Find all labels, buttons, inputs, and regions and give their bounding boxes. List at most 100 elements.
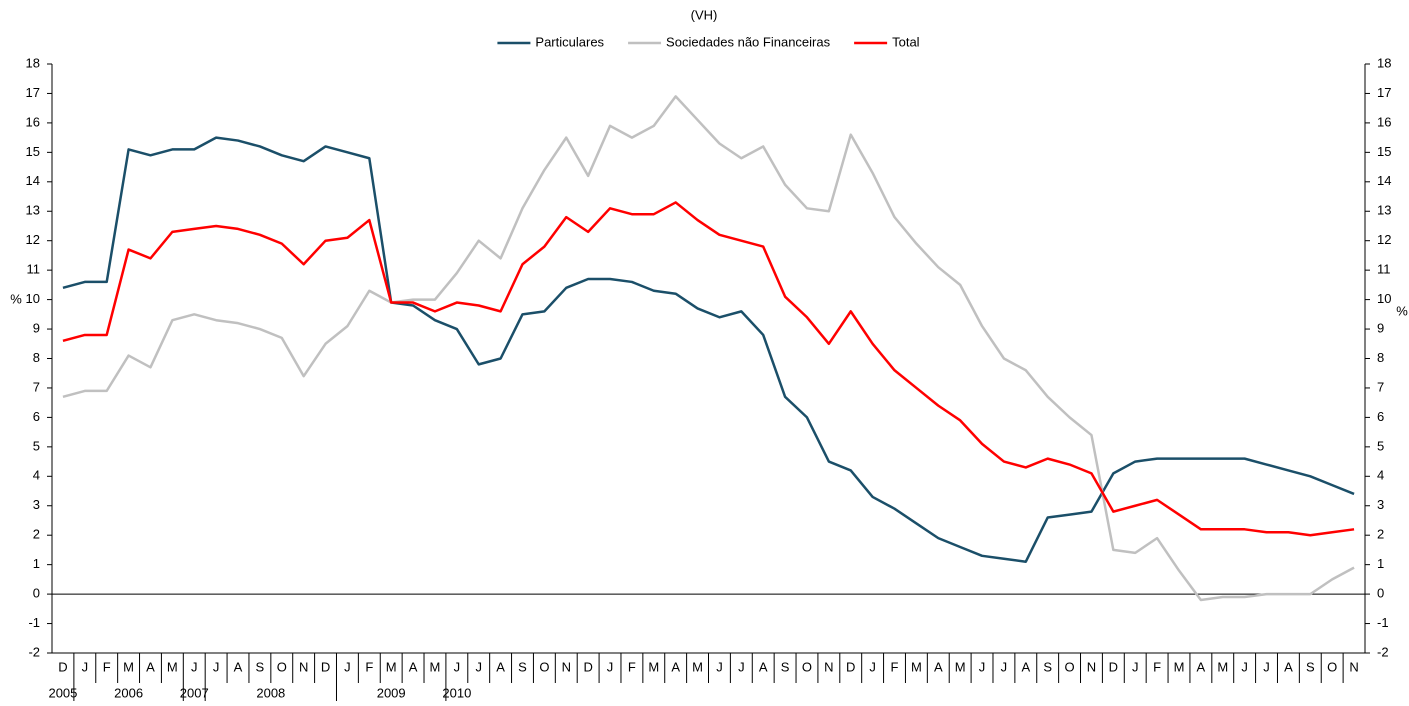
y2-tick-label: 7 <box>1377 379 1384 394</box>
year-label: 2009 <box>377 685 406 700</box>
x-tick-label: N <box>1349 659 1358 674</box>
x-tick-label: S <box>1306 659 1315 674</box>
x-tick-label: M <box>911 659 922 674</box>
x-tick-label: O <box>802 659 812 674</box>
x-tick-label: M <box>955 659 966 674</box>
y2-tick-label: 1 <box>1377 556 1384 571</box>
x-tick-label: N <box>299 659 308 674</box>
x-tick-label: J <box>738 659 745 674</box>
x-tick-label: S <box>781 659 790 674</box>
x-tick-label: M <box>430 659 441 674</box>
x-tick-label: J <box>607 659 614 674</box>
x-tick-label: D <box>58 659 67 674</box>
y-tick-label: 15 <box>26 144 40 159</box>
y2-tick-label: 8 <box>1377 350 1384 365</box>
y-tick-label: -1 <box>28 615 40 630</box>
x-tick-label: A <box>234 659 243 674</box>
series-line <box>62 95 1355 602</box>
x-tick-label: J <box>344 659 351 674</box>
x-tick-label: D <box>321 659 330 674</box>
y2-tick-label: 15 <box>1377 144 1391 159</box>
y-tick-label: 4 <box>33 468 40 483</box>
x-tick-label: J <box>191 659 198 674</box>
x-tick-label: M <box>167 659 178 674</box>
x-tick-label: J <box>979 659 986 674</box>
x-tick-label: D <box>846 659 855 674</box>
x-tick-label: A <box>1021 659 1030 674</box>
y2-tick-label: 6 <box>1377 409 1384 424</box>
x-tick-label: F <box>628 659 636 674</box>
year-label: 2010 <box>442 685 471 700</box>
y-tick-label: 2 <box>33 527 40 542</box>
series-line <box>62 136 1355 563</box>
y-axis-label: % <box>10 291 22 306</box>
y2-tick-label: 5 <box>1377 438 1384 453</box>
x-tick-label: S <box>256 659 265 674</box>
x-tick-label: S <box>518 659 527 674</box>
x-tick-label: J <box>1001 659 1008 674</box>
y2-tick-label: 0 <box>1377 586 1384 601</box>
y-tick-label: 14 <box>26 173 40 188</box>
x-tick-label: J <box>213 659 220 674</box>
y2-tick-label: 14 <box>1377 173 1391 188</box>
series-line <box>62 201 1355 537</box>
x-tick-label: F <box>365 659 373 674</box>
y2-tick-label: 2 <box>1377 527 1384 542</box>
y-tick-label: 13 <box>26 203 40 218</box>
y-tick-label: 18 <box>26 55 40 70</box>
x-tick-label: J <box>82 659 89 674</box>
y2-axis-label: % <box>1396 303 1408 318</box>
year-label: 2008 <box>256 685 285 700</box>
x-tick-label: D <box>583 659 592 674</box>
y2-tick-label: 11 <box>1377 262 1391 277</box>
x-tick-label: A <box>934 659 943 674</box>
x-tick-label: M <box>123 659 134 674</box>
x-tick-label: A <box>759 659 768 674</box>
y-tick-label: -2 <box>28 644 40 659</box>
y-tick-label: 6 <box>33 409 40 424</box>
y2-tick-label: 18 <box>1377 55 1391 70</box>
y2-tick-label: 3 <box>1377 497 1384 512</box>
y2-tick-label: 4 <box>1377 468 1384 483</box>
x-tick-label: S <box>1043 659 1052 674</box>
y-tick-label: 8 <box>33 350 40 365</box>
y-tick-label: 17 <box>26 85 40 100</box>
y2-tick-label: 17 <box>1377 85 1391 100</box>
legend-label: Sociedades não Financeiras <box>666 34 831 49</box>
x-tick-label: J <box>1263 659 1270 674</box>
x-tick-label: M <box>1174 659 1185 674</box>
x-tick-label: J <box>454 659 461 674</box>
y-tick-label: 9 <box>33 320 40 335</box>
x-tick-label: M <box>1217 659 1228 674</box>
x-tick-label: A <box>671 659 680 674</box>
x-tick-label: J <box>1132 659 1139 674</box>
y-tick-label: 16 <box>26 114 40 129</box>
y-tick-label: 7 <box>33 379 40 394</box>
x-tick-label: A <box>409 659 418 674</box>
x-tick-label: N <box>1087 659 1096 674</box>
y2-tick-label: -1 <box>1377 615 1389 630</box>
x-tick-label: A <box>146 659 155 674</box>
y2-tick-label: 12 <box>1377 232 1391 247</box>
x-tick-label: O <box>277 659 287 674</box>
x-tick-label: N <box>824 659 833 674</box>
y2-tick-label: 13 <box>1377 203 1391 218</box>
x-tick-label: A <box>1284 659 1293 674</box>
y-tick-label: 0 <box>33 586 40 601</box>
y-tick-label: 11 <box>27 262 41 277</box>
y2-tick-label: 9 <box>1377 320 1384 335</box>
y2-tick-label: 10 <box>1377 291 1391 306</box>
legend-label: Particulares <box>535 34 604 49</box>
x-tick-label: M <box>648 659 659 674</box>
x-tick-label: J <box>475 659 482 674</box>
y-tick-label: 3 <box>33 497 40 512</box>
x-tick-label: M <box>692 659 703 674</box>
y-tick-label: 5 <box>33 438 40 453</box>
x-tick-label: J <box>869 659 876 674</box>
x-tick-label: F <box>103 659 111 674</box>
year-label: 2007 <box>180 685 209 700</box>
x-tick-label: F <box>891 659 899 674</box>
x-tick-label: O <box>1327 659 1337 674</box>
x-tick-label: A <box>1197 659 1206 674</box>
